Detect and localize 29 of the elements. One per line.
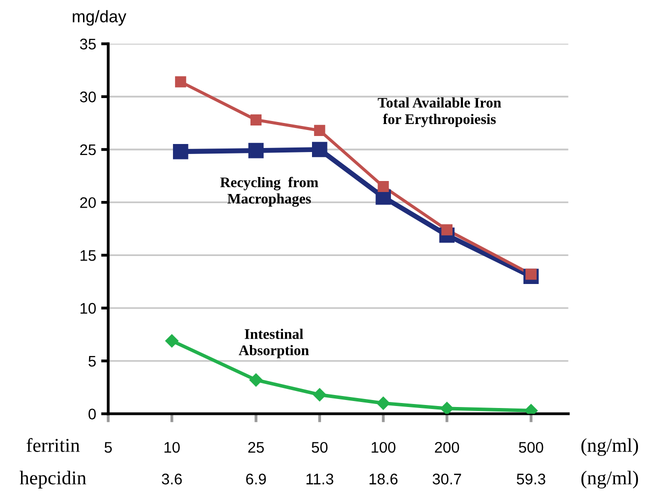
text: (ng/ml): [581, 470, 638, 488]
text: 59.3: [516, 474, 546, 484]
y-tick-label: 15: [80, 250, 96, 261]
y-tick-label: 25: [80, 144, 96, 156]
x-tick-label: 5: [104, 442, 112, 453]
text: 11.3: [306, 474, 334, 484]
y-tick-label: 0: [88, 408, 96, 420]
y-tick-label: 5: [88, 356, 96, 367]
x-tick-label: 200: [434, 442, 460, 453]
text: Total Available Iron for Erythropoiesis: [378, 97, 502, 128]
text: hepcidin: [20, 470, 86, 488]
text: 6.9: [246, 474, 266, 484]
text: (ng/ml): [581, 438, 638, 456]
x-tick-label: 500: [518, 442, 544, 453]
y-tick-label: 20: [80, 197, 96, 208]
y-axis-title: mg/day: [72, 10, 126, 26]
x-tick-label: 100: [372, 442, 396, 453]
x-tick-label: 50: [312, 442, 328, 453]
series-label: Recycling from Macrophages: [220, 176, 318, 207]
series-label: Intestinal Absorption: [238, 328, 309, 358]
text: 30.7: [432, 474, 462, 484]
x-axis-title: ferritin: [26, 438, 80, 452]
x-tick-label: 25: [248, 442, 264, 453]
text: 18.6: [370, 474, 398, 484]
y-tick-label: 35: [80, 38, 96, 50]
text: 3.6: [162, 474, 182, 484]
x-tick-label: 10: [164, 442, 180, 453]
y-tick-label: 30: [80, 92, 96, 102]
y-tick-label: 10: [80, 302, 96, 314]
